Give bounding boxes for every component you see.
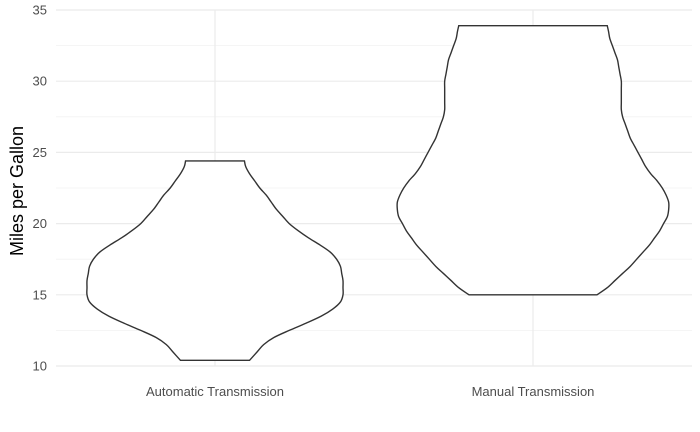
x-tick-label: Manual Transmission <box>472 384 595 399</box>
violin-automatic <box>86 160 344 361</box>
y-axis-ticks: 10 15 20 25 30 35 <box>33 3 47 374</box>
y-tick-label: 30 <box>33 74 47 89</box>
violins <box>86 24 670 361</box>
x-axis-ticks: Automatic Transmission Manual Transmissio… <box>146 384 594 399</box>
y-axis-title: Miles per Gallon <box>7 126 27 256</box>
y-tick-label: 15 <box>33 287 47 302</box>
y-tick-label: 20 <box>33 216 47 231</box>
y-tick-label: 10 <box>33 359 47 374</box>
violin-manual <box>396 24 670 296</box>
x-tick-label: Automatic Transmission <box>146 384 284 399</box>
y-tick-label: 25 <box>33 145 47 160</box>
y-tick-label: 35 <box>33 3 47 18</box>
